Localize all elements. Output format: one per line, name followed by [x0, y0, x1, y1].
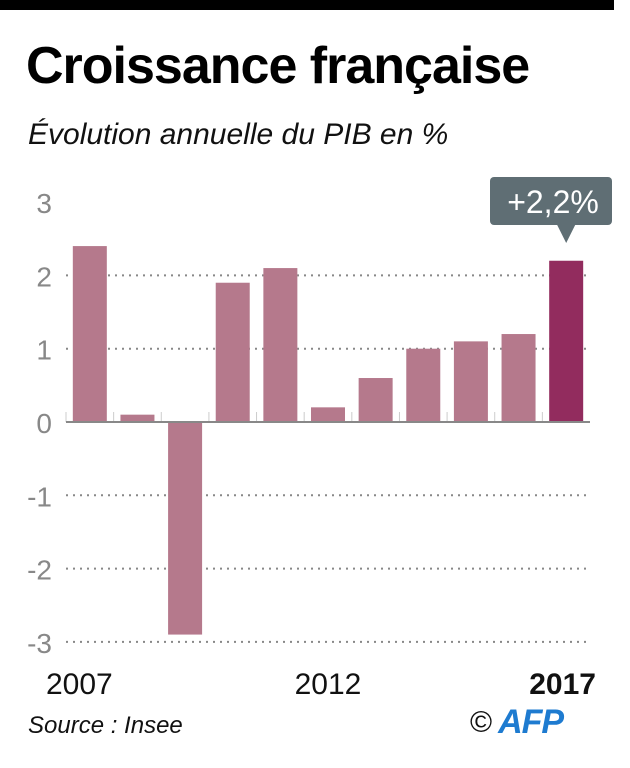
credit: © AFP: [470, 703, 564, 742]
bar-2012: [311, 407, 345, 422]
y-tick-label: 0: [36, 408, 52, 439]
y-tick-label: 2: [36, 261, 52, 292]
bar-2009: [168, 422, 203, 635]
callout-box: [490, 177, 612, 225]
bar-2011: [263, 268, 298, 422]
source-note: Source : Insee: [28, 712, 183, 739]
copyright-icon: ©: [470, 705, 493, 739]
y-tick-label: -3: [27, 628, 52, 659]
bar-2007: [72, 246, 107, 422]
bar-2010: [215, 282, 250, 422]
x-tick-label-2012: 2012: [295, 668, 362, 700]
bar-2017: [549, 260, 584, 422]
bar-2013: [358, 378, 393, 422]
y-tick-label: -2: [27, 555, 52, 586]
afp-logo: AFP: [498, 703, 564, 741]
y-tick-label: 3: [36, 188, 52, 219]
bar-chart: 3 2 1 0 -1 -2 -3 2007 2012 2017 +2,2%: [27, 177, 612, 700]
x-tick-label-2007: 2007: [46, 668, 113, 700]
bar-2015: [453, 341, 488, 422]
callout-label: +2,2%: [507, 184, 599, 220]
x-tick-label-2017: 2017: [529, 668, 596, 700]
top-bar: [0, 0, 614, 10]
chart-subtitle: Évolution annuelle du PIB en %: [28, 118, 449, 151]
callout-pointer: [557, 225, 576, 243]
bar-2016: [501, 334, 536, 422]
y-tick-label: 1: [36, 335, 52, 366]
y-tick-label: -1: [27, 481, 52, 512]
bar-2008: [120, 414, 155, 422]
bar-2014: [406, 348, 441, 422]
chart-title: Croissance française: [26, 37, 530, 95]
